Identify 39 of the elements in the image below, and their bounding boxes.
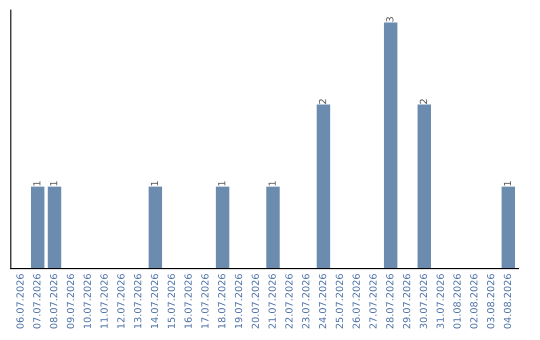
x-tick-label: 27.07.2026 (369, 274, 377, 328)
x-tick-label: 22.07.2026 (285, 274, 293, 328)
x-tick-label: 30.07.2026 (420, 274, 428, 328)
x-tick-label: 07.07.2026 (33, 274, 41, 328)
x-tick-label: 26.07.2026 (352, 274, 360, 328)
x-tick-label: 14.07.2026 (150, 274, 158, 328)
x-tick-label: 29.07.2026 (402, 274, 410, 328)
x-tick-label: 25.07.2026 (336, 274, 344, 328)
x-tick-label: 01.08.2026 (453, 274, 461, 328)
x-tick-label: 17.07.2026 (201, 274, 209, 328)
x-tick-label: 12.07.2026 (117, 274, 125, 328)
x-tick-label: 04.08.2026 (504, 274, 512, 328)
data-label: 1 (504, 181, 511, 186)
x-tick-label: 16.07.2026 (184, 274, 192, 328)
x-tick-label: 08.07.2026 (50, 274, 58, 328)
x-tick-label: 20.07.2026 (252, 274, 260, 328)
x-tick-label: 13.07.2026 (134, 274, 142, 328)
x-tick-label: 02.08.2026 (470, 274, 478, 328)
x-tick-label: 11.07.2026 (100, 274, 108, 328)
data-label: 2 (420, 99, 427, 104)
x-tick-label: 10.07.2026 (84, 274, 91, 328)
data-label: 1 (150, 181, 158, 186)
x-tick-label: 19.07.2026 (234, 274, 242, 328)
data-label: 1 (50, 181, 58, 186)
data-label: 1 (268, 181, 276, 186)
data-label: 3 (386, 17, 394, 22)
data-label: 1 (218, 181, 226, 186)
x-tick-label: 06.07.2026 (16, 274, 24, 328)
x-tick-label: 21.07.2026 (268, 274, 276, 328)
x-tick-label: 09.07.2026 (66, 274, 74, 328)
data-label: 2 (318, 99, 326, 104)
x-tick-label: 28.07.2026 (386, 274, 394, 328)
x-tick-label: 03.08.2026 (486, 274, 494, 328)
x-tick-label: 23.07.2026 (302, 274, 310, 328)
data-label: 1 (33, 181, 40, 186)
x-tick-label: 15.07.2026 (168, 274, 175, 328)
x-tick-label: 31.07.2026 (436, 274, 444, 328)
x-tick-label: 24.07.2026 (318, 274, 326, 328)
x-tick-label: 18.07.2026 (218, 274, 226, 328)
